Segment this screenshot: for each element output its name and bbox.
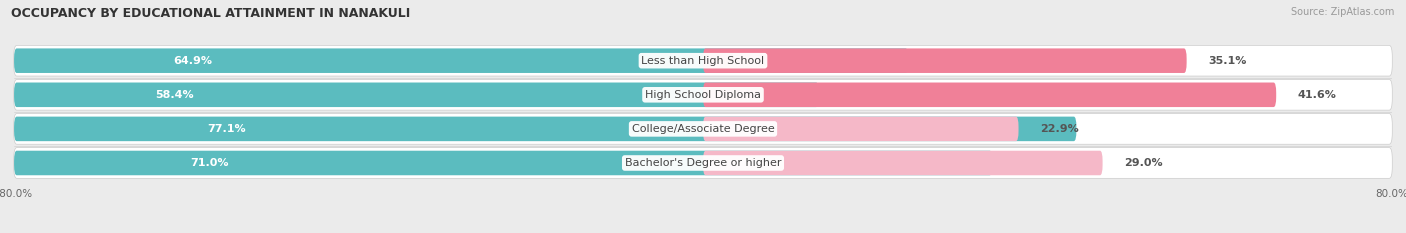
FancyBboxPatch shape [14,82,818,107]
Legend: Owner-occupied, Renter-occupied: Owner-occupied, Renter-occupied [595,231,811,233]
Text: OCCUPANCY BY EDUCATIONAL ATTAINMENT IN NANAKULI: OCCUPANCY BY EDUCATIONAL ATTAINMENT IN N… [11,7,411,20]
FancyBboxPatch shape [703,48,1187,73]
Text: 35.1%: 35.1% [1208,56,1247,66]
Text: 58.4%: 58.4% [156,90,194,100]
Text: Source: ZipAtlas.com: Source: ZipAtlas.com [1291,7,1395,17]
FancyBboxPatch shape [703,151,1102,175]
Text: 29.0%: 29.0% [1125,158,1163,168]
FancyBboxPatch shape [14,113,1392,144]
FancyBboxPatch shape [703,82,1277,107]
FancyBboxPatch shape [14,48,908,73]
Text: 41.6%: 41.6% [1298,90,1337,100]
Text: 64.9%: 64.9% [173,56,212,66]
Text: Less than High School: Less than High School [641,56,765,66]
Text: 77.1%: 77.1% [207,124,246,134]
FancyBboxPatch shape [14,148,1392,178]
FancyBboxPatch shape [14,151,993,175]
FancyBboxPatch shape [14,45,1392,76]
Text: High School Diploma: High School Diploma [645,90,761,100]
Text: Bachelor's Degree or higher: Bachelor's Degree or higher [624,158,782,168]
Text: College/Associate Degree: College/Associate Degree [631,124,775,134]
FancyBboxPatch shape [14,79,1392,110]
Text: 22.9%: 22.9% [1040,124,1078,134]
FancyBboxPatch shape [703,116,1018,141]
FancyBboxPatch shape [14,116,1077,141]
Text: 71.0%: 71.0% [190,158,229,168]
